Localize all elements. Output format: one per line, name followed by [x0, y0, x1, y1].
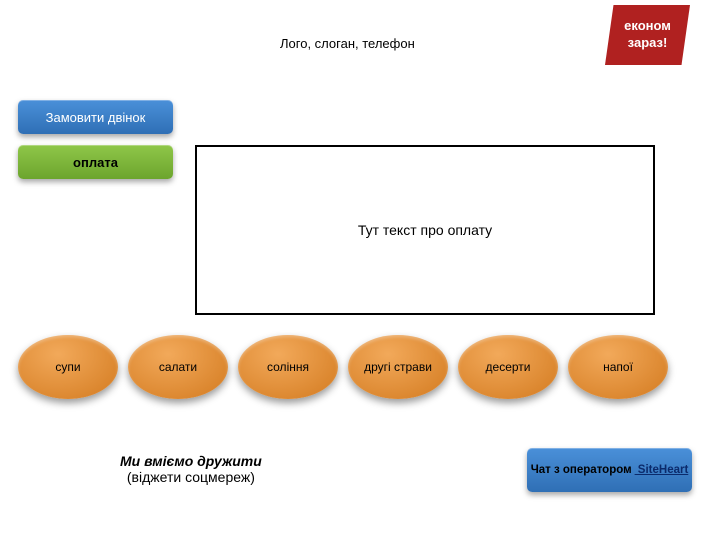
- category-soups[interactable]: супи: [18, 335, 118, 399]
- header-logo-slogan: Лого, слоган, телефон: [280, 36, 415, 51]
- category-desserts[interactable]: десерти: [458, 335, 558, 399]
- category-pickles[interactable]: соління: [238, 335, 338, 399]
- category-mains[interactable]: другі страви: [348, 335, 448, 399]
- promo-badge[interactable]: економ зараз!: [605, 5, 690, 65]
- category-drinks[interactable]: напої: [568, 335, 668, 399]
- category-row: супи салати соління другі страви десерти…: [18, 335, 668, 399]
- chat-siteheart-link[interactable]: SiteHeart: [635, 464, 689, 476]
- chat-operator-button[interactable]: Чат з оператором SiteHeart: [527, 448, 692, 492]
- payment-content-box: Тут текст про оплату: [195, 145, 655, 315]
- payment-content-text: Тут текст про оплату: [358, 222, 492, 238]
- category-salads[interactable]: салати: [128, 335, 228, 399]
- social-widgets-block: Ми вміємо дружити (віджети соцмереж): [120, 453, 262, 485]
- payment-button[interactable]: оплата: [18, 145, 173, 179]
- callback-button[interactable]: Замовити двінок: [18, 100, 173, 134]
- social-widgets-label: (віджети соцмереж): [120, 469, 262, 485]
- social-tagline: Ми вміємо дружити: [120, 453, 262, 469]
- chat-prefix: Чат з оператором: [531, 464, 632, 476]
